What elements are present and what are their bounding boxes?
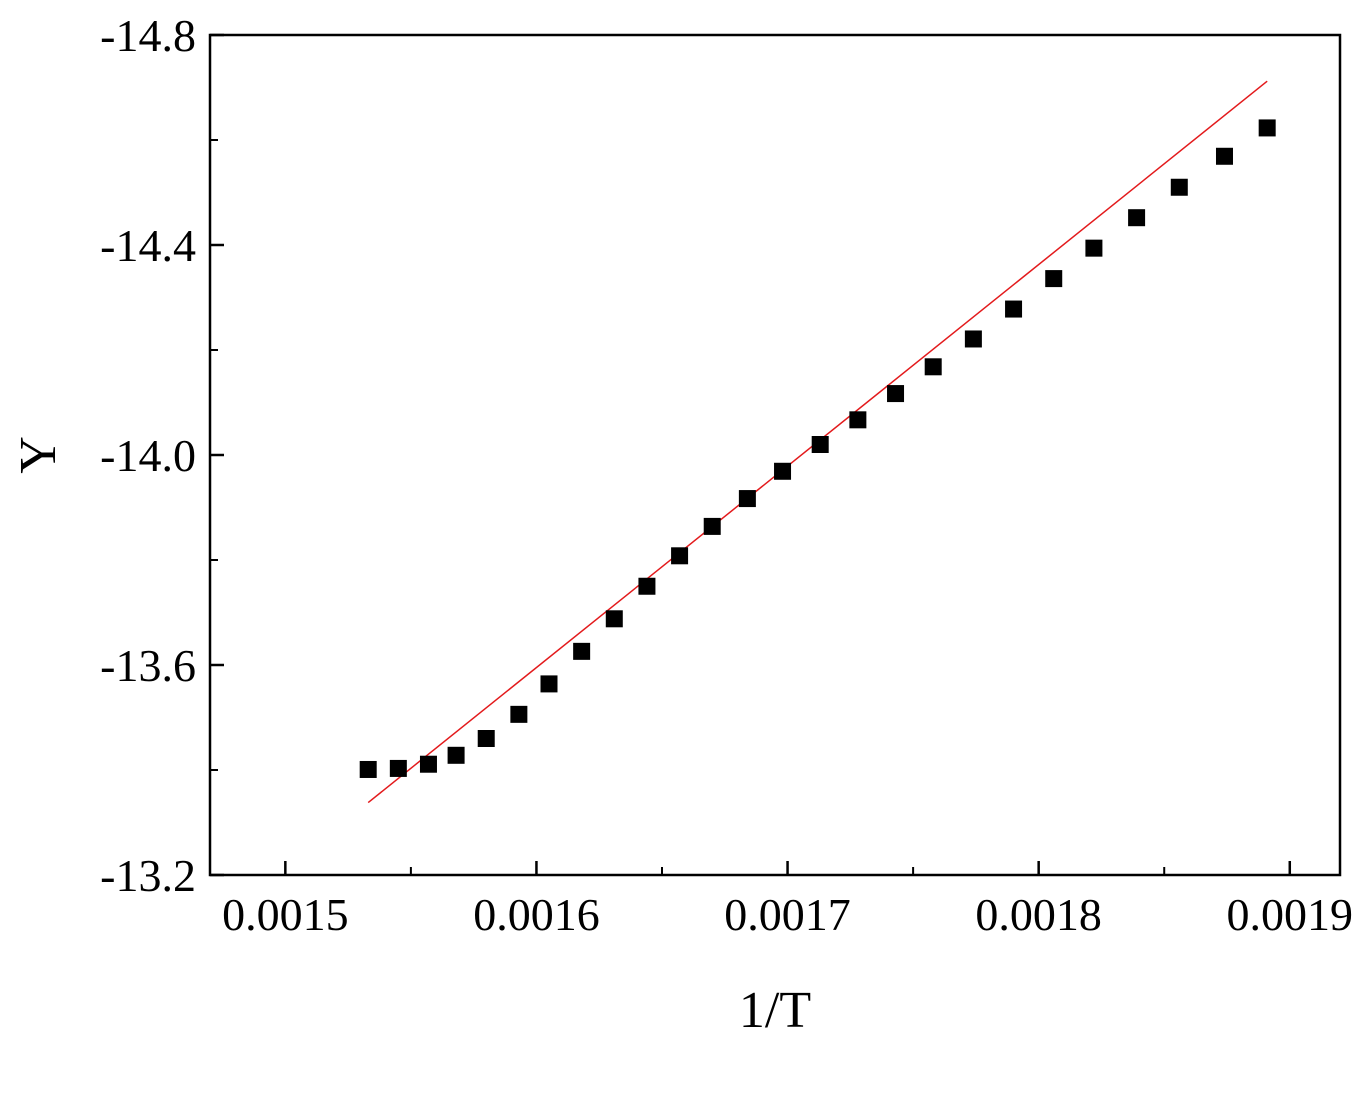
data-point — [1128, 209, 1146, 227]
data-point — [811, 436, 829, 453]
data-point — [703, 517, 721, 535]
data-point — [1085, 239, 1103, 257]
data-point — [1170, 178, 1188, 196]
data-point — [1005, 300, 1023, 318]
x-axis-title: 1/T — [739, 982, 811, 1039]
y-tick-label: -13.6 — [100, 640, 196, 691]
data-point — [774, 462, 792, 480]
data-point — [447, 746, 465, 764]
x-tick-label: 0.0017 — [724, 889, 851, 940]
x-tick-label: 0.0018 — [975, 889, 1102, 940]
data-point — [419, 755, 437, 773]
data-point — [849, 411, 867, 429]
data-point — [1215, 147, 1233, 165]
data-point — [389, 759, 407, 777]
points-layer — [359, 119, 1276, 778]
data-point — [359, 760, 377, 778]
plot-frame — [208, 33, 1342, 877]
data-point — [510, 705, 528, 723]
x-tick-label: 0.0016 — [473, 889, 600, 940]
data-point — [887, 385, 905, 403]
data-point — [477, 730, 495, 747]
y-axis-ticks: -13.2 -13.6 -14.0 -14.4 -14.8 — [100, 10, 224, 901]
x-tick-label: 0.0015 — [222, 889, 349, 940]
data-point — [573, 642, 591, 660]
data-point — [671, 547, 689, 565]
data-point — [540, 675, 558, 693]
y-tick-label: -14.0 — [100, 430, 196, 481]
y-tick-label: -14.8 — [100, 10, 196, 61]
data-point — [964, 330, 982, 348]
x-tick-label: 0.0019 — [1227, 889, 1354, 940]
data-point — [738, 490, 756, 508]
data-point — [1045, 270, 1063, 288]
data-point — [605, 610, 623, 628]
data-point — [638, 577, 656, 595]
data-point — [924, 358, 942, 376]
data-point — [1258, 119, 1276, 137]
y-axis-title: Y — [10, 436, 67, 474]
y-tick-label: -14.4 — [100, 220, 196, 271]
x-axis-ticks: 0.0015 0.0016 0.0017 0.0018 0.0019 — [222, 861, 1353, 940]
y-tick-label: -13.2 — [100, 850, 196, 901]
